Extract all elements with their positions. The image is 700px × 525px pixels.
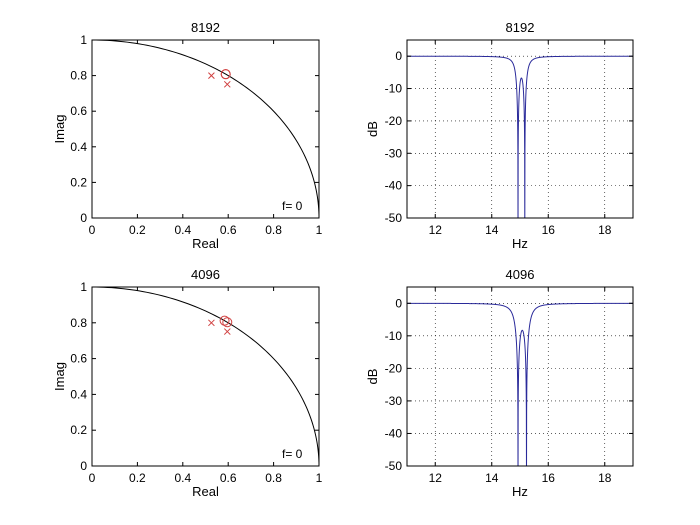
x-axis-label: Real: [192, 484, 219, 499]
pole-marker: [208, 72, 215, 79]
plot-content: [407, 55, 633, 218]
y-tick-label: 0: [395, 296, 402, 310]
zero-marker: [220, 69, 231, 80]
y-tick-label: -20: [385, 361, 403, 375]
zero-marker: [219, 315, 230, 326]
tick-marks: 0 0.2 0.4 0.6 0.8 1 0 0.2 0.4 0.6 0.8 1: [70, 33, 322, 237]
unit-circle-arc: [91, 286, 320, 467]
y-tick-label: -50: [385, 211, 403, 225]
zero-marker: [222, 317, 233, 328]
y-tick-label: -40: [385, 426, 403, 440]
plot-title: 8192: [191, 20, 220, 35]
y-tick-label: 0.6: [70, 352, 87, 366]
x-tick-label: 0.4: [174, 223, 191, 237]
axes-frame: [406, 39, 634, 219]
x-tick-label: 14: [485, 223, 499, 237]
magnitude-plot-4096: 12 14 16 18 0 -10 -20 -30 -40 -50 4096 Hz dB: [365, 267, 634, 499]
x-tick-label: 0: [89, 471, 96, 485]
pole-zero-plot-4096: 0 0.2 0.4 0.6 0.8 1 0 0.2 0.4 0.6 0.8 1 4096 Real I…: [52, 267, 323, 499]
frequency-annotation: f= 0: [282, 199, 303, 213]
pole-marker: [208, 319, 215, 327]
plot-title: 4096: [506, 267, 535, 282]
y-tick-label: 0.2: [70, 175, 87, 189]
x-tick-label: 12: [429, 223, 443, 237]
response-curve: [407, 55, 633, 218]
pole-marker: [223, 80, 231, 88]
plot-title: 4096: [191, 267, 220, 282]
pole-marker: [223, 328, 231, 335]
x-tick-label: 0.6: [220, 223, 237, 237]
x-tick-label: 12: [429, 471, 443, 485]
x-tick-label: 16: [542, 223, 556, 237]
x-axis-label: Real: [192, 236, 219, 251]
y-tick-label: -10: [385, 329, 403, 343]
y-tick-label: -20: [385, 114, 403, 128]
y-tick-label: 0.2: [70, 423, 87, 437]
plot-content: [91, 286, 320, 467]
x-tick-label: 1: [316, 471, 323, 485]
pole-zero-plot-8192: 0 0.2 0.4 0.6 0.8 1 0 0.2 0.4 0.6 0.8 1 8192 Real I…: [52, 20, 323, 251]
tick-marks: 0 0.2 0.4 0.6 0.8 1 0 0.2 0.4 0.6 0.8 1: [70, 280, 322, 485]
y-tick-label: 0.4: [70, 387, 87, 401]
y-tick-label: -30: [385, 146, 403, 160]
plot-content: [91, 39, 320, 219]
axes-frame: [91, 286, 320, 467]
y-axis-label: dB: [365, 369, 380, 385]
y-tick-label: 1: [80, 33, 87, 47]
y-tick-label: -10: [385, 82, 403, 96]
y-axis-label: Imag: [52, 115, 67, 144]
y-tick-label: 0.6: [70, 104, 87, 118]
x-tick-label: 14: [485, 471, 499, 485]
y-tick-label: 0: [395, 49, 402, 63]
x-tick-label: 0.8: [265, 223, 282, 237]
x-tick-label: 0.6: [220, 471, 237, 485]
axes-frame: [91, 39, 320, 219]
y-tick-label: 0.8: [70, 69, 87, 83]
x-tick-label: 0.2: [129, 471, 146, 485]
tick-marks: 12 14 16 18 0 -10 -20 -30 -40 -50: [385, 287, 633, 485]
response-curve: [407, 302, 633, 466]
x-tick-label: 0.2: [129, 223, 146, 237]
x-tick-label: 1: [316, 223, 323, 237]
y-tick-label: -40: [385, 179, 403, 193]
x-axis-label: Hz: [512, 484, 528, 499]
magnitude-plot-8192: 12 14 16 18 0 -10 -20 -30 -40 -50 8192 Hz dB: [365, 20, 634, 251]
x-tick-label: 18: [598, 223, 612, 237]
plot-title: 8192: [506, 20, 535, 35]
x-tick-label: 0.8: [265, 471, 282, 485]
y-tick-label: -30: [385, 394, 403, 408]
x-tick-label: 16: [542, 471, 556, 485]
x-tick-label: 18: [598, 471, 612, 485]
y-tick-label: 0: [80, 211, 87, 225]
y-axis-label: Imag: [52, 362, 67, 391]
y-tick-label: 1: [80, 280, 87, 294]
x-tick-label: 0.4: [174, 471, 191, 485]
y-tick-label: 0: [80, 459, 87, 473]
y-tick-label: -50: [385, 459, 403, 473]
y-axis-label: dB: [365, 121, 380, 137]
x-tick-label: 0: [89, 223, 96, 237]
y-tick-label: 0.4: [70, 140, 87, 154]
plot-content: [407, 302, 633, 466]
axes-frame: [406, 286, 634, 467]
unit-circle-arc: [91, 39, 320, 219]
frequency-annotation: f= 0: [282, 447, 303, 461]
x-axis-label: Hz: [512, 236, 528, 251]
y-tick-label: 0.8: [70, 316, 87, 330]
tick-marks: 12 14 16 18 0 -10 -20 -30 -40 -50: [385, 40, 633, 237]
